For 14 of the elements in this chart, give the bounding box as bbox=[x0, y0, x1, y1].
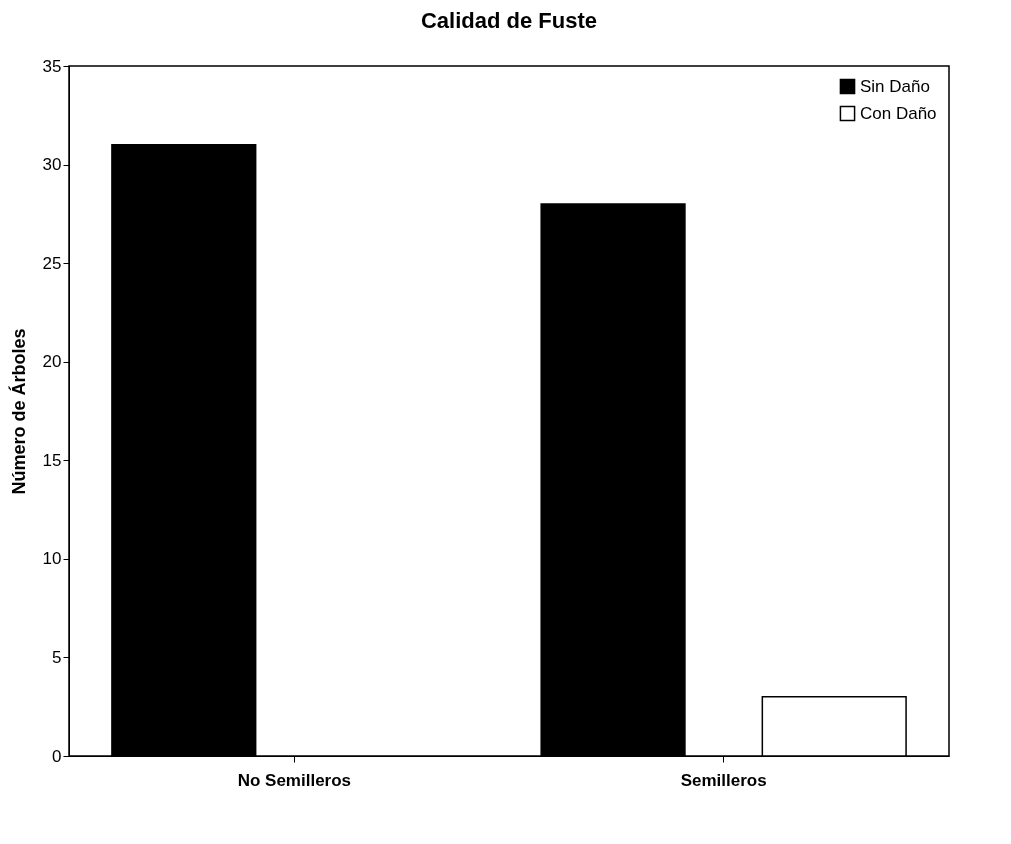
x-tick-label: No Semilleros bbox=[237, 770, 352, 790]
y-tick-label: 0 bbox=[52, 746, 62, 766]
chart-title: Calidad de Fuste bbox=[420, 8, 598, 33]
y-tick-label: 30 bbox=[42, 155, 62, 175]
x-tick-label: Semilleros bbox=[680, 770, 767, 790]
y-tick-label: 25 bbox=[42, 253, 62, 273]
y-tick-label: 20 bbox=[42, 352, 62, 372]
y-tick-label: 35 bbox=[42, 56, 62, 76]
legend-label: Sin Daño bbox=[860, 76, 930, 96]
y-tick-label: 5 bbox=[52, 647, 62, 667]
y-tick-label: 10 bbox=[42, 549, 62, 569]
y-axis-title: Número de Árboles bbox=[7, 328, 29, 495]
legend-label: Con Daño bbox=[860, 103, 937, 123]
y-tick-label: 15 bbox=[42, 450, 62, 470]
